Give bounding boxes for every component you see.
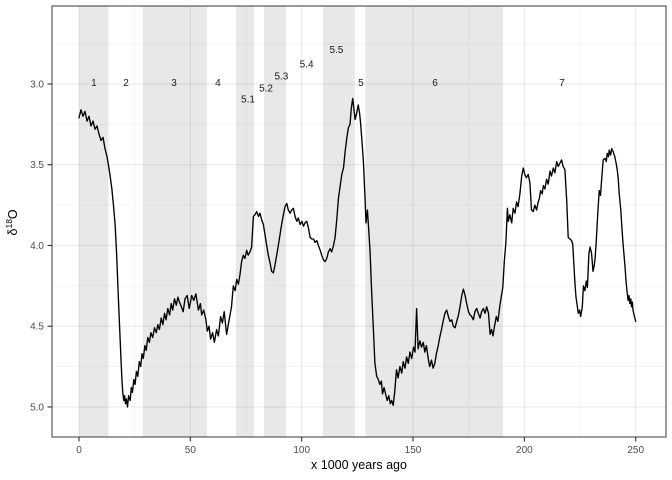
stage-label-5: 5 (358, 78, 364, 89)
x-axis-tick-label: 100 (293, 445, 310, 456)
stage-label-5-2: 5.2 (259, 84, 273, 95)
stage-label-3: 3 (171, 78, 177, 89)
stage-label-7: 7 (559, 78, 565, 89)
x-axis-tick-label: 50 (185, 445, 197, 456)
d18o-curve (78, 97, 637, 408)
stage-shading-band (365, 6, 503, 437)
y-axis-title-text: δ (6, 229, 20, 236)
y-axis-tick-label: 4.5 (30, 322, 44, 333)
y-axis-tick-label: 4.0 (30, 241, 44, 252)
x-axis-tick-label: 150 (405, 445, 422, 456)
stage-shading-band (142, 6, 208, 437)
stage-label-1: 1 (91, 78, 97, 89)
stage-shading-band (78, 6, 109, 437)
stage-label-4: 4 (215, 78, 221, 89)
stage-shading-band (235, 6, 255, 437)
panel-border (51, 5, 667, 438)
stage-label-2: 2 (123, 78, 129, 89)
stage-shading-band (264, 6, 287, 437)
y-axis-tick-label: 3.5 (30, 160, 44, 171)
y-axis-title-text: O (6, 209, 20, 219)
x-axis-tick-label: 250 (627, 445, 644, 456)
x-axis-tick-label: 200 (516, 445, 533, 456)
stage-label-5-1: 5.1 (241, 95, 255, 106)
x-axis-title: x 1000 years ago (311, 458, 407, 472)
y-axis-title-superscript: 18 (4, 219, 14, 229)
y-axis-tick-label: 3.0 (30, 79, 44, 90)
stage-shading-band (323, 6, 355, 437)
stage-label-5-4: 5.4 (300, 59, 314, 70)
x-axis-tick-label: 0 (76, 445, 82, 456)
stage-label-5-3: 5.3 (274, 71, 288, 82)
stage-label-6: 6 (432, 78, 438, 89)
stage-label-5-5: 5.5 (329, 45, 343, 56)
y-axis-title: δ18O (4, 209, 20, 235)
y-axis-tick-label: 5.0 (30, 402, 44, 413)
